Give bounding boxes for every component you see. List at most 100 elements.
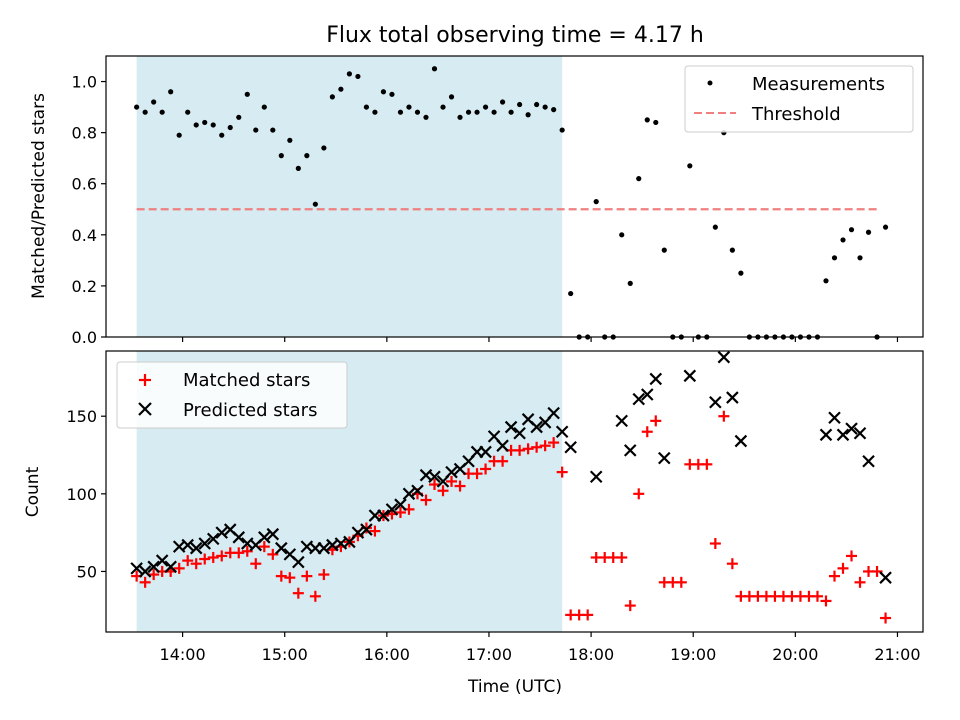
predicted-star-point <box>615 414 629 428</box>
measurement-point <box>295 165 301 171</box>
matched-star-point <box>471 468 483 480</box>
measurement-point <box>823 278 829 284</box>
matched-star-point <box>820 595 832 607</box>
bottom-plot-frame <box>105 350 924 633</box>
bottom-axes: 50 100 150 14:00 15:00 16:00 17:00 18:00 19:00 20… <box>66 350 924 664</box>
measurement-point <box>312 201 318 207</box>
top-panel: 0.0 0.2 0.4 0.6 0.8 1.0 Matched/Predicted sta… <box>29 55 924 347</box>
matched-star-point <box>250 558 262 570</box>
predicted-star-point <box>623 444 637 457</box>
matched-star-point <box>846 550 858 562</box>
predicted-star-point <box>402 487 416 501</box>
top-legend: Measurements Threshold <box>684 65 914 133</box>
matched-star-point <box>309 590 321 602</box>
measurement-point <box>593 199 599 205</box>
measurement-point <box>185 109 191 115</box>
measurement-point <box>363 104 370 110</box>
matched-star-point <box>650 415 662 427</box>
predicted-stars-points <box>130 350 892 584</box>
bottom-x-tick-label: 20:00 <box>772 645 818 664</box>
legend-predicted-label: Predicted stars <box>183 400 317 421</box>
chart-title: Flux total observing time = 4.17 h <box>326 23 704 48</box>
matched-star-point <box>837 562 849 574</box>
measurement-point <box>414 109 421 115</box>
bottom-y-tick-label: 150 <box>66 407 97 426</box>
measurement-point <box>534 101 540 108</box>
measurement-point <box>653 119 659 126</box>
predicted-star-point <box>181 538 194 552</box>
predicted-star-point <box>445 465 458 479</box>
matched-star-point <box>394 506 406 518</box>
measurement-point <box>661 247 667 253</box>
measurement-point <box>568 290 574 297</box>
predicted-star-point <box>147 560 160 574</box>
predicted-star-point <box>385 503 399 516</box>
measurement-point <box>278 153 284 159</box>
measurement-point <box>389 91 395 97</box>
predicted-star-point <box>206 532 220 546</box>
measurement-point <box>865 229 872 235</box>
predicted-star-point <box>717 350 731 364</box>
matched-star-point <box>446 475 458 487</box>
matched-star-point <box>318 569 330 581</box>
predicted-star-point <box>351 526 365 539</box>
measurement-point <box>831 255 838 261</box>
matched-star-point <box>548 437 560 449</box>
measurement-point <box>636 176 642 182</box>
predicted-star-point <box>726 391 739 404</box>
top-y-tick-label: 0.6 <box>72 175 97 194</box>
predicted-star-point <box>564 440 577 454</box>
predicted-star-point <box>555 425 569 439</box>
predicted-star-point <box>258 531 271 544</box>
bottom-x-tick-label: 18:00 <box>568 645 614 664</box>
top-y-axis-label: Matched/Predicted stars <box>29 93 49 299</box>
measurement-point <box>244 91 250 97</box>
measurement-point <box>687 163 693 169</box>
top-y-tick-label: 0.8 <box>72 124 97 143</box>
predicted-star-point <box>504 420 518 434</box>
predicted-star-point <box>709 395 722 409</box>
measurement-point <box>712 224 718 230</box>
measurement-point <box>380 89 387 95</box>
legend-threshold-label: Threshold <box>751 104 841 125</box>
predicted-star-point <box>632 392 646 406</box>
predicted-star-point <box>658 451 671 465</box>
matched-star-point <box>454 480 466 492</box>
matched-star-point <box>139 576 151 588</box>
predicted-star-point <box>547 406 560 420</box>
matched-star-point <box>216 550 228 562</box>
predicted-star-point <box>530 420 543 434</box>
measurement-point <box>619 232 625 238</box>
measurement-point <box>525 112 531 118</box>
matched-star-point <box>190 558 202 570</box>
matched-star-point <box>726 558 738 570</box>
measurement-point <box>227 124 233 131</box>
matched-star-point <box>539 440 551 452</box>
measurement-point <box>236 114 242 120</box>
matched-star-point <box>369 525 381 537</box>
measurement-point <box>857 255 863 261</box>
predicted-star-point <box>862 454 875 468</box>
matched-star-point <box>275 570 287 582</box>
measurement-point <box>210 122 216 128</box>
measurement-point <box>176 132 182 138</box>
top-shaded-region <box>136 56 563 337</box>
predicted-star-point <box>479 445 492 459</box>
bottom-y-axis-label: Count <box>23 466 43 517</box>
measurement-point <box>448 94 455 100</box>
matched-star-point <box>582 609 594 621</box>
matched-star-point <box>556 466 568 478</box>
matched-star-point <box>701 458 713 470</box>
predicted-star-point <box>215 526 229 539</box>
measurement-point <box>346 71 352 77</box>
matched-star-point <box>148 569 160 581</box>
bottom-y-tick-label: 50 <box>77 562 97 581</box>
predicted-star-point <box>828 411 841 425</box>
measurement-point <box>440 104 446 110</box>
measurement-point <box>431 66 438 72</box>
bottom-x-tick-label: 16:00 <box>364 645 410 664</box>
matched-star-point <box>531 441 543 453</box>
predicted-star-point <box>164 560 177 574</box>
legend-predicted-marker <box>138 402 152 416</box>
legend-measurements-marker <box>707 80 713 86</box>
